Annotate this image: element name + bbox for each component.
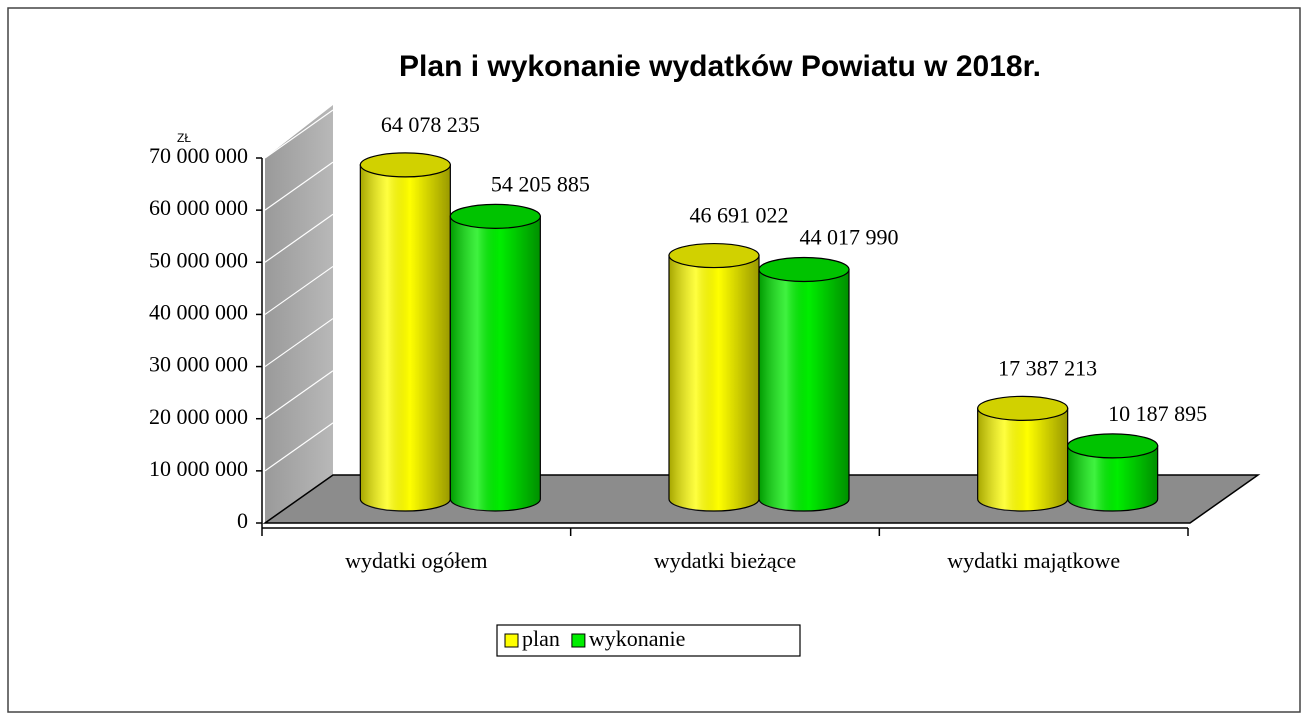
value-label: 10 187 895 bbox=[1108, 401, 1207, 426]
y-tick-label: 60 000 000 bbox=[149, 195, 248, 220]
cylinder-top bbox=[449, 203, 541, 229]
chart-title: Plan i wykonanie wydatków Powiatu w 2018… bbox=[399, 50, 1041, 83]
legend-label: plan bbox=[522, 626, 560, 651]
legend-box bbox=[496, 624, 801, 657]
value-label: 17 387 213 bbox=[998, 355, 1097, 380]
y-tick-label: 50 000 000 bbox=[149, 247, 248, 272]
grid-line bbox=[264, 213, 334, 263]
legend-swatch bbox=[571, 633, 586, 648]
x-tick-label: wydatki bieżące bbox=[654, 548, 796, 573]
legend-swatch bbox=[504, 633, 519, 648]
cylinder-top-shade bbox=[759, 257, 849, 282]
cylinder-top-shade bbox=[669, 243, 759, 268]
value-label: 64 078 235 bbox=[381, 112, 480, 137]
cylinder-top-shade bbox=[450, 204, 541, 229]
y-tick-label: 30 000 000 bbox=[149, 352, 248, 377]
cylinder-shade bbox=[450, 216, 541, 511]
cylinder-shade bbox=[360, 164, 451, 512]
cylinder-top-shade bbox=[1067, 433, 1158, 458]
grid-line bbox=[264, 265, 334, 315]
x-tick-label: wydatki ogółem bbox=[345, 548, 487, 573]
side-wall bbox=[265, 105, 333, 523]
value-label: 44 017 990 bbox=[800, 225, 899, 250]
y-tick-label: 70 000 000 bbox=[149, 143, 248, 168]
cylinder-shade bbox=[977, 408, 1068, 511]
cylinder-shade bbox=[759, 269, 849, 511]
value-label: 46 691 022 bbox=[690, 203, 789, 228]
legend-label: wykonanie bbox=[589, 626, 686, 651]
cylinder-top bbox=[359, 152, 451, 178]
cylinder-top bbox=[1067, 433, 1159, 459]
y-tick-label: 10 000 000 bbox=[149, 456, 248, 481]
grid-line bbox=[264, 318, 334, 368]
y-tick-label: 0 bbox=[237, 508, 248, 533]
grid-line bbox=[264, 161, 334, 211]
grid-line bbox=[264, 109, 334, 159]
value-label: 54 205 885 bbox=[491, 171, 590, 196]
cylinder-shade bbox=[1067, 445, 1158, 512]
cylinder-top-shade bbox=[977, 396, 1068, 421]
chart-border bbox=[7, 7, 1301, 713]
grid-line bbox=[264, 370, 334, 420]
grid-line bbox=[264, 422, 334, 472]
y-unit: ZŁ bbox=[177, 131, 191, 145]
y-tick-label: 40 000 000 bbox=[149, 299, 248, 324]
cylinder-top bbox=[668, 242, 760, 269]
x-tick-label: wydatki majątkowe bbox=[947, 548, 1120, 573]
cylinder-shade bbox=[669, 255, 759, 511]
cylinder-top bbox=[758, 256, 850, 283]
y-tick-label: 20 000 000 bbox=[149, 404, 248, 429]
cylinder-top-shade bbox=[360, 152, 451, 177]
cylinder-top bbox=[977, 395, 1069, 421]
